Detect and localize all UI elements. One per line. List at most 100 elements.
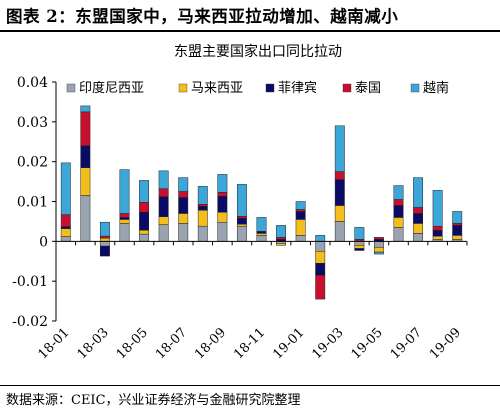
legend-swatch-3 [265,83,275,93]
bar-segment-18-06-s4 [158,188,169,197]
figure-title: 图表 2：东盟国家中，马来西亚拉动增加、越南减小 [6,7,399,26]
x-tick-label: 19-09 [427,325,464,362]
bar-segment-18-10-s2 [236,223,247,227]
bar-segment-19-06-s3 [393,205,404,218]
bar-segment-19-04-s3 [354,248,365,251]
bar-segment-18-11-s2 [256,233,267,236]
bar-segment-18-03-s1 [99,241,110,247]
bar-segment-19-07-s3 [413,213,424,224]
bar-segment-19-03-s4 [334,171,345,180]
legend-label-3: 菲律宾 [278,80,317,96]
bar-segment-19-01-s4 [295,209,306,212]
bar-segment-18-11-s1 [256,235,267,242]
bar-segment-19-05-s2 [373,247,384,253]
bar-segment-18-04-s3 [119,217,130,220]
bar-segment-18-07-s1 [178,223,189,242]
bar-segment-18-07-s3 [178,197,189,214]
bar-segment-18-09-s2 [217,212,228,223]
bar-segment-18-05-s2 [139,229,150,235]
bar-segment-18-02-s2 [80,167,91,196]
bar-segment-18-03-s4 [99,235,110,239]
bar-segment-19-06-s2 [393,217,404,228]
bar-segment-18-06-s2 [158,216,169,225]
bar-segment-18-04-s4 [119,213,130,218]
bar-segment-18-12-s5 [276,225,287,238]
bar-segment-18-01-s3 [60,226,71,229]
stacked-bar-chart: 东盟主要国家出口同比拉动 印度尼西亚 马来西亚 菲律宾 泰国 越南 -0.02 -0.01… [12,43,468,362]
bar-segment-18-05-s3 [139,212,150,231]
bar-segment-19-05-s4 [373,237,384,240]
legend-label-1: 印度尼西亚 [79,80,144,96]
bar-segment-18-06-s5 [158,170,169,190]
bar-segment-18-08-s3 [197,206,208,211]
bar-segment-19-07-s4 [413,207,424,214]
bar-segment-18-01-s4 [60,214,71,227]
bar-segment-19-04-s5 [354,227,365,240]
bar-segment-18-02-s5 [80,105,91,113]
bar-segment-18-02-s3 [80,145,91,168]
legend-swatch-4 [342,83,352,93]
bar-segment-19-02-s1 [315,241,326,252]
bar-segment-18-11-s5 [256,217,267,232]
bar-segment-19-09-s3 [452,225,463,236]
y-tick-label: 0.01 [17,195,48,211]
top-rule [0,30,500,32]
bar-segment-19-02-s3 [315,262,326,276]
bar-segment-18-08-s1 [197,225,208,242]
legend-swatch-2 [178,83,188,93]
y-tick-label: 0 [39,234,48,250]
bar-segment-18-05-s5 [139,180,150,203]
bar-segment-18-12-s4 [276,237,287,240]
x-tick-label: 18-05 [114,325,151,362]
bar-segment-19-02-s5 [315,235,326,242]
x-tick-label: 19-01 [270,325,307,362]
bar-segment-19-03-s5 [334,125,345,172]
bar-segment-18-10-s4 [236,215,247,219]
bar-segment-19-08-s4 [432,225,443,231]
bar-segment-18-08-s5 [197,186,208,205]
x-tick-label: 19-05 [349,325,386,362]
bar-segment-18-06-s3 [158,196,169,217]
x-tick-label: 18-01 [36,325,73,362]
bar-segment-18-04-s2 [119,219,130,224]
bar-segment-18-01-s5 [60,162,71,215]
x-tick-label: 19-07 [388,325,425,362]
bar-segment-18-02-s4 [80,111,91,146]
bottom-rule [0,385,500,386]
bar-segment-18-05-s1 [139,233,150,242]
bar-segment-18-01-s1 [60,236,71,242]
bar-segment-19-06-s4 [393,199,404,206]
bar-segment-18-09-s1 [217,221,228,242]
bar-segment-19-01-s1 [295,235,306,242]
bar-segment-19-05-s1 [373,241,384,248]
bar-segment-18-07-s2 [178,213,189,224]
legend-swatch-5 [410,83,420,93]
bar-segment-19-06-s1 [393,227,404,242]
y-tick-label: 0.02 [17,155,48,171]
legend-label-4: 泰国 [355,81,381,96]
bar-segment-19-09-s2 [452,235,463,240]
bar-segment-18-09-s5 [217,174,228,193]
bar-segment-19-08-s2 [432,235,443,240]
bar-segment-18-02-s1 [80,195,91,242]
x-tick-label: 18-09 [192,325,229,362]
bar-segment-18-08-s4 [197,204,208,207]
bar-segment-19-09-s5 [452,211,463,224]
bar-segment-18-05-s4 [139,202,150,213]
bar-segment-18-03-s5 [99,221,110,237]
bar-segment-19-01-s2 [295,219,306,236]
x-tick-label: 18-03 [75,325,112,362]
bar-segment-18-10-s5 [236,184,247,217]
bar-segment-19-07-s1 [413,233,424,242]
chart-title: 东盟主要国家出口同比拉动 [174,43,342,60]
bar-segment-19-05-s5 [373,251,384,255]
bar-segment-19-04-s1 [354,241,365,246]
chart-legend: 印度尼西亚 马来西亚 菲律宾 泰国 越南 [66,80,449,96]
bar-segment-18-09-s4 [217,192,228,197]
source-note: 数据来源：CEIC，兴业证券经济与金融研究院整理 [6,393,301,408]
bar-segment-19-02-s4 [315,274,326,300]
y-tick-label: -0.01 [12,274,48,290]
bar-segment-19-09-s4 [452,223,463,226]
bar-segment-19-06-s5 [393,185,404,200]
bar-segment-19-08-s3 [432,229,443,237]
